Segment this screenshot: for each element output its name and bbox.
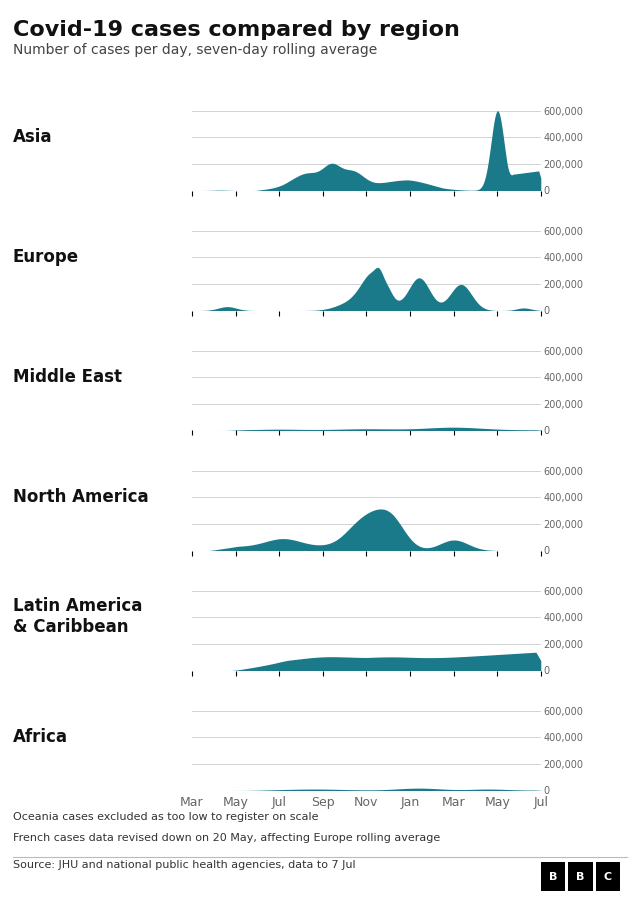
Text: B: B [548,871,557,882]
Text: Oceania cases excluded as too low to register on scale: Oceania cases excluded as too low to reg… [13,812,318,822]
Text: Source: JHU and national public health agencies, data to 7 Jul: Source: JHU and national public health a… [13,860,355,869]
Text: Covid-19 cases compared by region: Covid-19 cases compared by region [13,20,460,40]
Text: French cases data revised down on 20 May, affecting Europe rolling average: French cases data revised down on 20 May… [13,833,440,843]
Text: C: C [604,871,612,882]
Text: B: B [576,871,585,882]
Text: Latin America
& Caribbean: Latin America & Caribbean [13,597,142,636]
Text: Europe: Europe [13,248,79,266]
Text: Africa: Africa [13,727,68,745]
Text: Asia: Asia [13,128,52,146]
Text: Middle East: Middle East [13,367,122,385]
Text: North America: North America [13,488,148,506]
Text: Number of cases per day, seven-day rolling average: Number of cases per day, seven-day rolli… [13,43,377,58]
